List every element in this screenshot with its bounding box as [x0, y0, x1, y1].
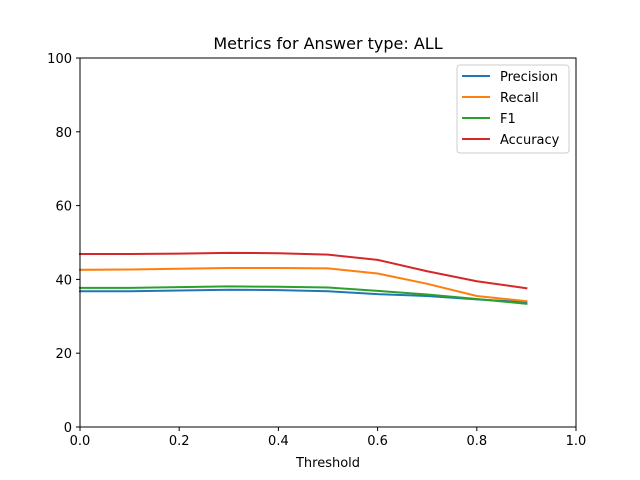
- legend: Precision Recall F1 Accuracy: [456, 64, 570, 154]
- legend-label-precision: Precision: [500, 70, 558, 85]
- x-tick-label: 1.0: [566, 434, 587, 449]
- y-tick-label: 60: [55, 200, 72, 215]
- y-tick-label: 80: [55, 126, 72, 141]
- x-tick-label: 0.8: [466, 434, 487, 449]
- chart-title: Metrics for Answer type: ALL: [213, 34, 442, 53]
- series-line-f1: [79, 285, 528, 305]
- y-tick-label: 40: [55, 273, 72, 288]
- axes: 0.0 0.2 0.4 0.6 0.8 1.0 0 20 40 60 80 100: [47, 52, 586, 449]
- y-tick-label: 0: [64, 421, 72, 436]
- legend-label-recall: Recall: [500, 91, 539, 106]
- plot-frame: [79, 57, 577, 428]
- series-line-recall: [78, 266, 528, 303]
- x-tick-label: 0.6: [367, 434, 388, 449]
- legend-label-accuracy: Accuracy: [500, 133, 560, 148]
- y-tick-label: 100: [47, 52, 72, 67]
- y-tick-label: 20: [55, 347, 72, 362]
- legend-label-f1: F1: [500, 112, 516, 127]
- legend-box: [456, 64, 570, 154]
- x-axis-label: Threshold: [295, 456, 360, 471]
- series-line-accuracy: [79, 251, 528, 290]
- x-tick-label: 0.2: [169, 434, 190, 449]
- x-tick-label: 0.0: [70, 434, 91, 449]
- plot-area: [78, 251, 528, 305]
- x-tick-label: 0.4: [268, 434, 289, 449]
